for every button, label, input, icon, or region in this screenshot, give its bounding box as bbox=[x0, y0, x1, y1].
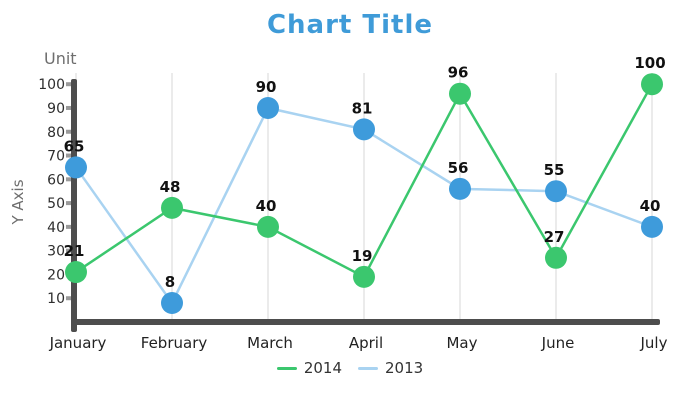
point-value-label: 40 bbox=[256, 197, 277, 215]
marker-2014-July bbox=[641, 73, 663, 96]
y-tick-mark bbox=[66, 201, 71, 206]
point-value-label: 48 bbox=[160, 178, 181, 196]
y-tick-mark bbox=[66, 105, 71, 110]
y-tick-label: 10 bbox=[47, 291, 65, 307]
x-axis-line bbox=[71, 319, 660, 325]
y-tick-label: 90 bbox=[47, 101, 65, 117]
y-tick-label: 60 bbox=[47, 172, 65, 188]
legend-swatch-2013 bbox=[358, 366, 378, 370]
marker-2014-June bbox=[545, 246, 567, 269]
point-value-label: 27 bbox=[544, 228, 565, 246]
marker-2014-May bbox=[449, 82, 471, 105]
marker-2013-February bbox=[161, 291, 183, 314]
y-tick-label: 30 bbox=[47, 244, 65, 260]
point-value-label: 21 bbox=[64, 242, 85, 260]
y-tick-label: 50 bbox=[47, 196, 65, 212]
marker-2013-January bbox=[65, 156, 87, 179]
x-tick-label: March bbox=[247, 334, 293, 352]
marker-2013-July bbox=[641, 215, 663, 238]
point-value-label: 40 bbox=[640, 197, 661, 215]
y-tick-mark bbox=[66, 224, 71, 229]
marker-2013-June bbox=[545, 180, 567, 203]
point-value-label: 96 bbox=[448, 64, 469, 82]
point-value-label: 65 bbox=[64, 137, 85, 155]
y-tick-mark bbox=[66, 248, 71, 253]
x-tick-label: February bbox=[141, 334, 208, 352]
y-tick-mark bbox=[66, 177, 71, 182]
legend-swatch-2014 bbox=[276, 366, 297, 370]
legend-item-2014[interactable]: 2014 bbox=[276, 359, 342, 377]
point-value-label: 19 bbox=[352, 247, 373, 265]
point-value-label: 100 bbox=[634, 54, 665, 72]
x-tick-label: May bbox=[446, 334, 477, 352]
x-tick-label: June bbox=[541, 334, 575, 352]
point-value-label: 81 bbox=[352, 99, 373, 117]
x-tick-label: July bbox=[640, 334, 668, 352]
y-tick-label: 100 bbox=[38, 77, 65, 93]
legend-label: 2014 bbox=[303, 359, 342, 377]
marker-2014-March bbox=[257, 215, 279, 238]
marker-2013-May bbox=[449, 177, 471, 200]
x-tick-label: April bbox=[349, 334, 383, 352]
legend-label: 2013 bbox=[385, 359, 424, 377]
y-tick-mark bbox=[66, 296, 71, 301]
point-value-label: 90 bbox=[256, 78, 277, 96]
marker-2013-March bbox=[257, 96, 279, 119]
y-tick-label: 80 bbox=[47, 125, 65, 141]
marker-2014-January bbox=[65, 261, 87, 284]
point-value-label: 56 bbox=[448, 159, 469, 177]
point-value-label: 55 bbox=[544, 161, 565, 179]
marker-2014-April bbox=[353, 265, 375, 288]
y-unit-label: Unit bbox=[44, 49, 77, 68]
y-axis-line bbox=[71, 79, 77, 332]
y-tick-label: 70 bbox=[47, 149, 65, 165]
point-value-label: 8 bbox=[165, 273, 175, 291]
y-tick-mark bbox=[66, 129, 71, 134]
x-tick-label: January bbox=[49, 334, 107, 352]
chart-title: Chart Title bbox=[266, 10, 434, 40]
legend-item-2013[interactable]: 2013 bbox=[358, 359, 423, 377]
y-tick-label: 20 bbox=[47, 267, 65, 283]
y-tick-mark bbox=[66, 82, 71, 87]
chart-legend: 2014 2013 bbox=[0, 359, 700, 377]
marker-2013-April bbox=[353, 118, 375, 141]
marker-2014-February bbox=[161, 196, 183, 219]
y-tick-label: 40 bbox=[47, 220, 65, 236]
y-tick-mark bbox=[66, 153, 71, 158]
